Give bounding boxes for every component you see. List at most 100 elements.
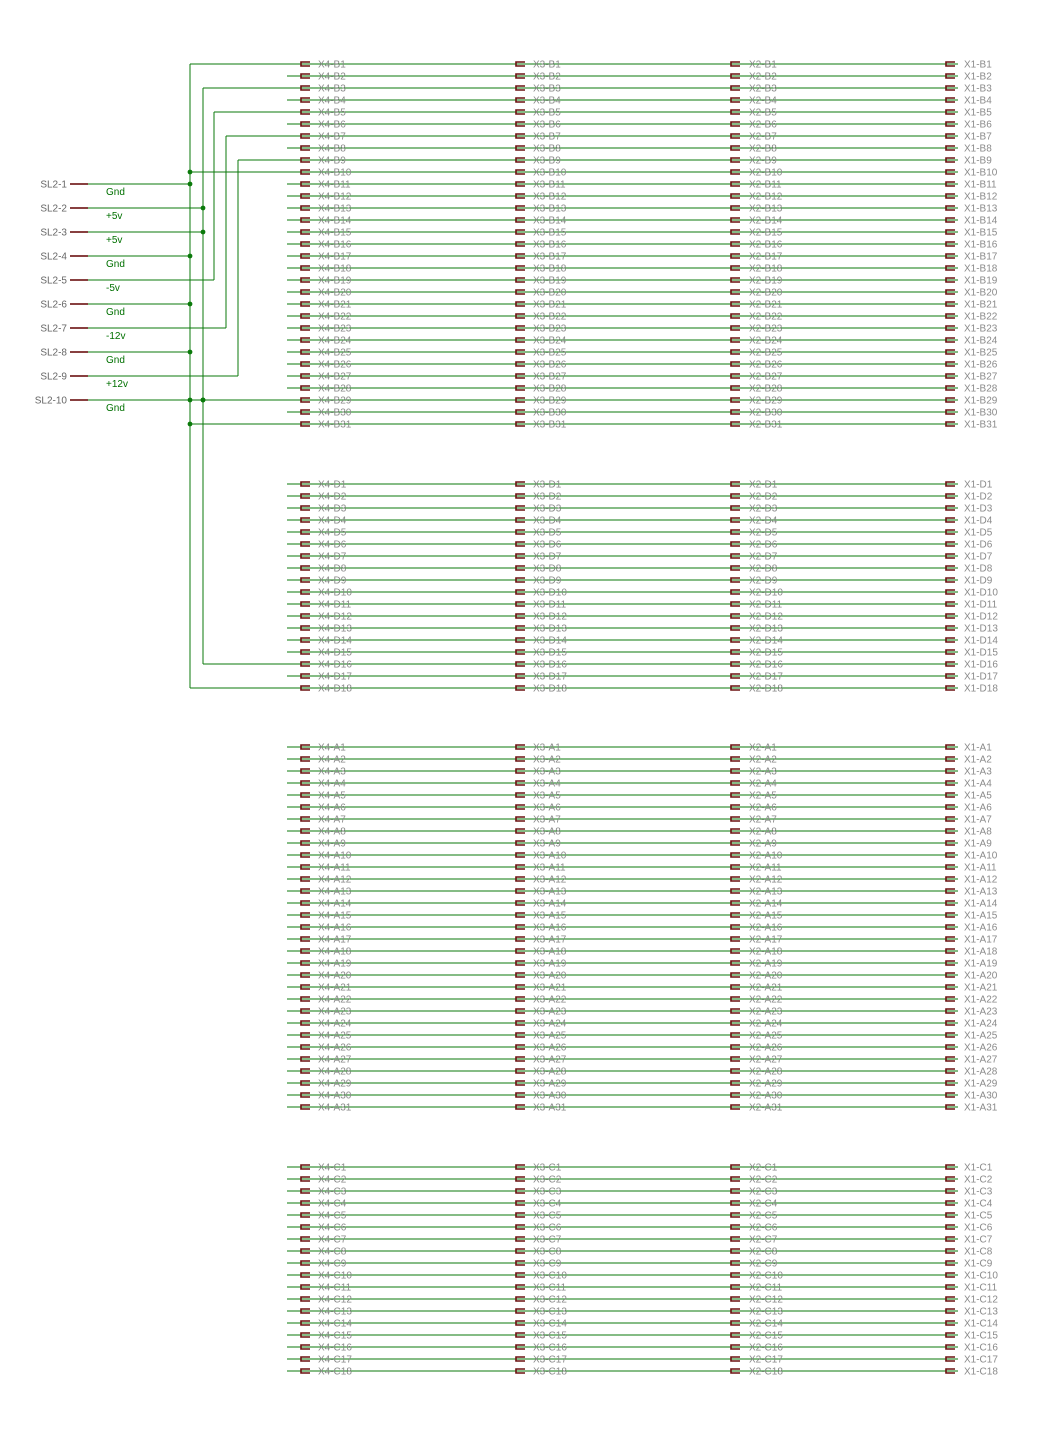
pin-stub [300, 397, 310, 403]
pin-stub [730, 289, 740, 295]
pin-label-X4-D6: X4-D6 [318, 540, 347, 551]
pin-stub [515, 1044, 525, 1050]
pin-label-X3-A18: X3-A18 [533, 947, 567, 958]
pin-stub [730, 852, 740, 858]
pin-label-X2-B31: X2-B31 [749, 420, 783, 431]
pin-stub [515, 157, 525, 163]
pin-label-X2-A13: X2-A13 [749, 887, 783, 898]
pin-label-X4-A18: X4-A18 [318, 947, 352, 958]
pin-stub [515, 277, 525, 283]
pin-label-X4-B9: X4-B9 [318, 156, 346, 167]
pin-label-X1-A9: X1-A9 [964, 839, 992, 850]
pin-stub [300, 1080, 310, 1086]
pin-stub [945, 1176, 955, 1182]
pin-label-X2-C11: X2-C11 [749, 1283, 783, 1294]
pin-label-X4-A1: X4-A1 [318, 743, 346, 754]
pin-label-X3-A24: X3-A24 [533, 1019, 567, 1030]
junction-dot [187, 421, 193, 427]
pin-stub [945, 840, 955, 846]
pin-label-X2-B12: X2-B12 [749, 192, 783, 203]
pin-stub [730, 804, 740, 810]
pin-stub [730, 193, 740, 199]
pin-label-X1-A11: X1-A11 [964, 863, 997, 874]
pin-label-X4-B6: X4-B6 [318, 120, 346, 131]
pin-label-X3-C18: X3-C18 [533, 1367, 567, 1378]
pin-stub [730, 744, 740, 750]
pin-stub [945, 852, 955, 858]
pin-label-X1-B28: X1-B28 [964, 384, 998, 395]
pin-stub [515, 625, 525, 631]
pin-stub [515, 73, 525, 79]
pin-label-X3-C7: X3-C7 [533, 1235, 562, 1246]
pin-label-X3-B28: X3-B28 [533, 384, 567, 395]
pin-label-X4-D18: X4-D18 [318, 684, 352, 695]
pin-stub [945, 61, 955, 67]
pin-label-X1-C2: X1-C2 [964, 1175, 993, 1186]
pin-label-X3-B5: X3-B5 [533, 108, 561, 119]
pin-stub [515, 804, 525, 810]
pin-label-X4-C9: X4-C9 [318, 1259, 347, 1270]
pin-stub [515, 1092, 525, 1098]
pin-label-X1-A22: X1-A22 [964, 995, 998, 1006]
pin-stub [730, 277, 740, 283]
pin-stub [300, 265, 310, 271]
pin-label-X1-C10: X1-C10 [964, 1271, 998, 1282]
pin-label-X2-C7: X2-C7 [749, 1235, 778, 1246]
pin-stub [730, 601, 740, 607]
pin-label-X3-B10: X3-B10 [533, 168, 567, 179]
pin-stub [300, 828, 310, 834]
pin-label-X4-C3: X4-C3 [318, 1187, 347, 1198]
pin-label-X4-D11: X4-D11 [318, 600, 352, 611]
pin-stub [730, 1320, 740, 1326]
pin-stub [300, 673, 310, 679]
pin-stub [945, 313, 955, 319]
pin-label-X2-D3: X2-D3 [749, 504, 778, 515]
pin-label-X3-A20: X3-A20 [533, 971, 567, 982]
pin-stub [730, 265, 740, 271]
pin-stub [730, 157, 740, 163]
pin-stub [730, 1332, 740, 1338]
pin-stub [515, 241, 525, 247]
pin-label-X4-A15: X4-A15 [318, 911, 352, 922]
pin-stub [300, 1308, 310, 1314]
pin-label-X4-C16: X4-C16 [318, 1343, 352, 1354]
pin-stub [730, 1176, 740, 1182]
pin-label-X1-B11: X1-B11 [964, 180, 997, 191]
pin-label-X2-D8: X2-D8 [749, 564, 778, 575]
pin-stub [300, 145, 310, 151]
pin-stub [730, 876, 740, 882]
pin-label-X4-B1: X4-B1 [318, 60, 346, 71]
pin-stub [730, 1104, 740, 1110]
pin-label-X1-C3: X1-C3 [964, 1187, 993, 1198]
pin-stub [515, 972, 525, 978]
pin-label-X1-B4: X1-B4 [964, 96, 992, 107]
pin-stub [730, 565, 740, 571]
pin-stub [945, 565, 955, 571]
pin-label-X4-C4: X4-C4 [318, 1199, 347, 1210]
pin-stub [945, 1344, 955, 1350]
pin-label-X3-B8: X3-B8 [533, 144, 561, 155]
pin-stub [515, 121, 525, 127]
pin-stub [945, 1356, 955, 1362]
pin-label-X2-D17: X2-D17 [749, 672, 783, 683]
pin-stub [945, 589, 955, 595]
pin-stub [300, 217, 310, 223]
pin-label-X4-B19: X4-B19 [318, 276, 352, 287]
pin-stub [730, 409, 740, 415]
pin-label-X1-B3: X1-B3 [964, 84, 992, 95]
pin-stub [945, 541, 955, 547]
pin-stub [945, 756, 955, 762]
pin-label-X1-A31: X1-A31 [964, 1103, 998, 1114]
pin-stub [945, 181, 955, 187]
pin-label-X1-A30: X1-A30 [964, 1091, 998, 1102]
pin-stub [945, 804, 955, 810]
pin-label-X4-D16: X4-D16 [318, 660, 352, 671]
pin-label-X3-A29: X3-A29 [533, 1079, 567, 1090]
pin-label-X4-B21: X4-B21 [318, 300, 352, 311]
pin-label-X1-D14: X1-D14 [964, 636, 998, 647]
pin-stub [730, 685, 740, 691]
pin-stub [300, 1104, 310, 1110]
pin-stub [300, 181, 310, 187]
pin-label-X2-C17: X2-C17 [749, 1355, 783, 1366]
pin-stub [515, 613, 525, 619]
